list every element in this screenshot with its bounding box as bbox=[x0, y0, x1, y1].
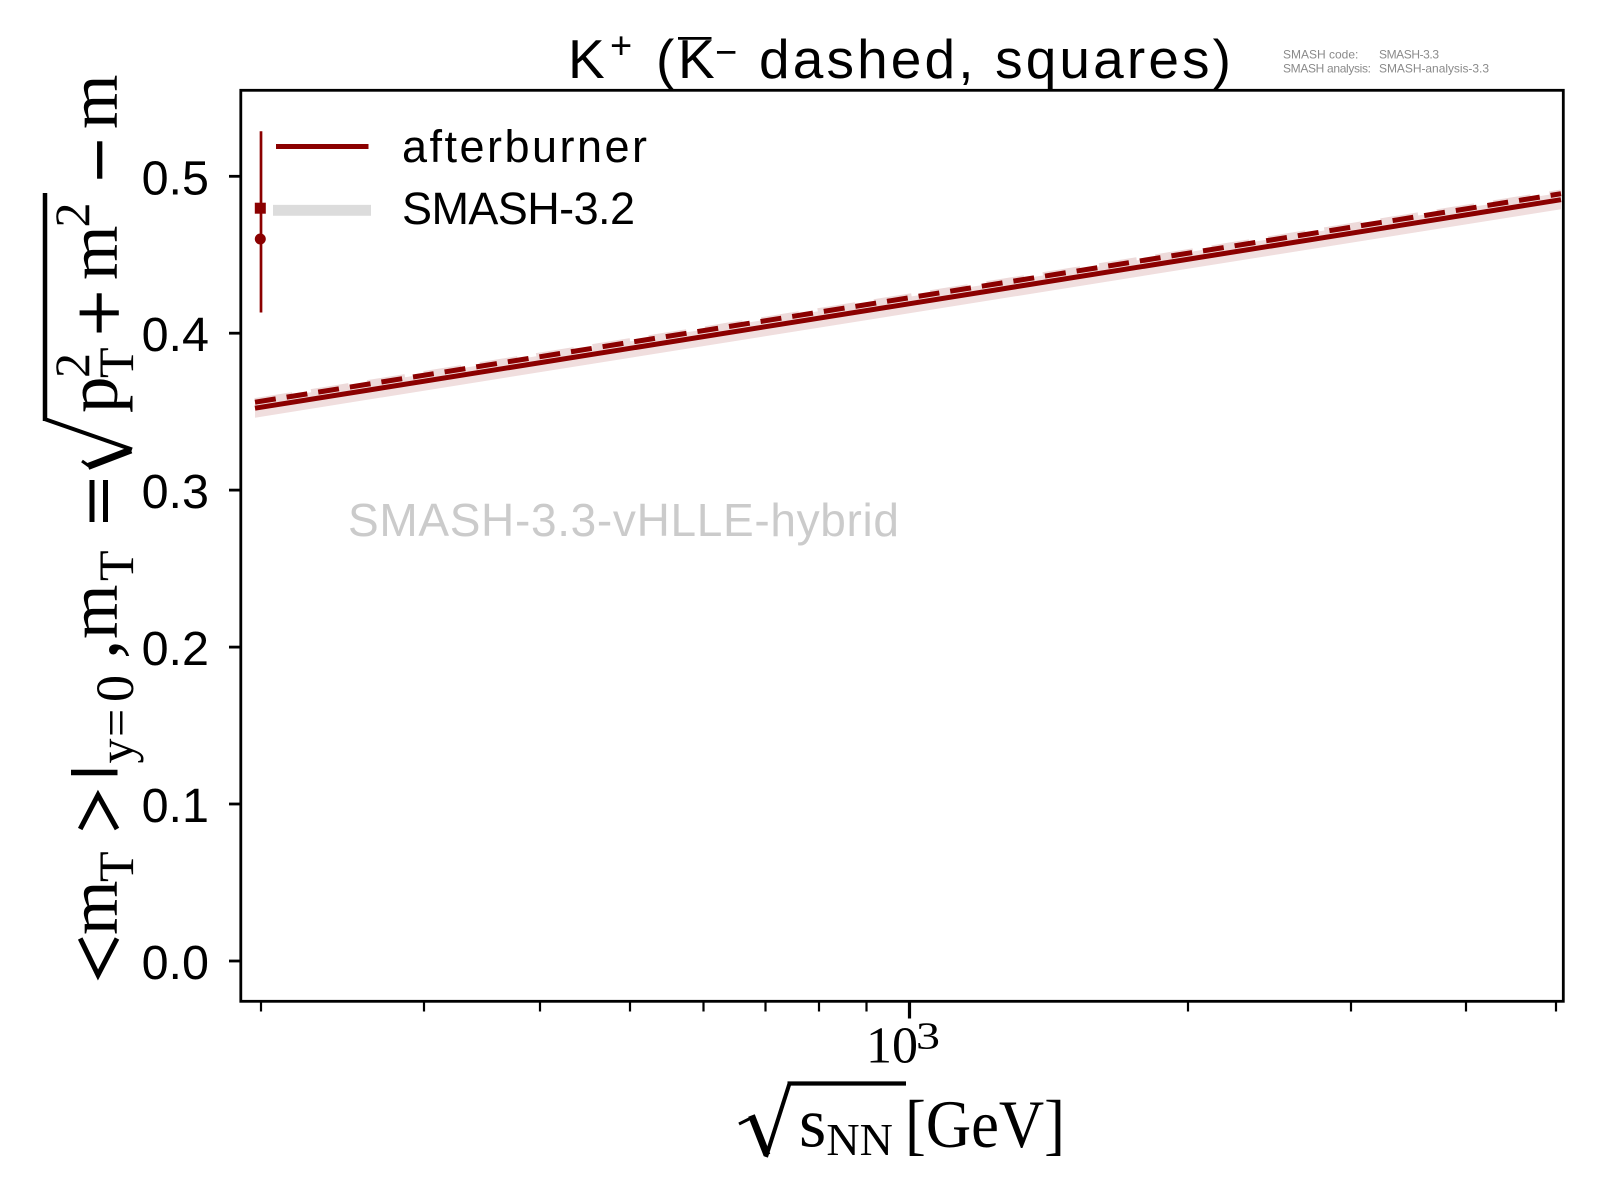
svg-text:T: T bbox=[88, 851, 144, 882]
svg-text:SMASH code:: SMASH code: bbox=[1283, 48, 1358, 62]
svg-text:afterburner: afterburner bbox=[402, 121, 647, 172]
svg-text:SMASH analysis:: SMASH analysis: bbox=[1283, 62, 1371, 76]
svg-text:m: m bbox=[56, 75, 133, 129]
svg-text:m: m bbox=[56, 881, 133, 935]
svg-text:0: 0 bbox=[85, 675, 145, 702]
svg-text:3: 3 bbox=[916, 1016, 940, 1058]
svg-text:0.2: 0.2 bbox=[142, 622, 209, 676]
svg-text:2: 2 bbox=[44, 203, 100, 228]
svg-text:=: = bbox=[88, 709, 144, 737]
svg-text:SMASH-analysis-3.3: SMASH-analysis-3.3 bbox=[1379, 62, 1489, 76]
svg-text:y: y bbox=[88, 739, 144, 764]
svg-text:K: K bbox=[568, 28, 605, 90]
svg-text:T: T bbox=[88, 347, 144, 378]
svg-text:s: s bbox=[799, 1086, 826, 1163]
svg-text:[GeV]: [GeV] bbox=[905, 1086, 1065, 1162]
svg-text:−: − bbox=[715, 32, 737, 74]
svg-text:0.0: 0.0 bbox=[142, 936, 209, 990]
svg-text:0.5: 0.5 bbox=[142, 151, 209, 205]
svg-text:SMASH-3.3: SMASH-3.3 bbox=[1379, 48, 1439, 62]
svg-text:0.4: 0.4 bbox=[142, 308, 209, 362]
svg-text:m: m bbox=[56, 226, 133, 280]
svg-text:0.1: 0.1 bbox=[142, 779, 209, 833]
svg-text:0.3: 0.3 bbox=[142, 465, 209, 519]
svg-text:T: T bbox=[88, 550, 144, 581]
svg-text:,: , bbox=[47, 640, 134, 660]
svg-text:m: m bbox=[56, 585, 133, 639]
svg-text:dashed, squares): dashed, squares) bbox=[759, 28, 1231, 90]
svg-text:SMASH-3.3-vHLLE-hybrid: SMASH-3.3-vHLLE-hybrid bbox=[348, 494, 899, 546]
svg-text:NN: NN bbox=[826, 1114, 892, 1165]
svg-text:10: 10 bbox=[866, 1018, 918, 1075]
svg-text:2: 2 bbox=[44, 353, 100, 378]
svg-text:p: p bbox=[52, 377, 133, 414]
svg-text:+: + bbox=[610, 26, 632, 68]
svg-text:SMASH-3.2: SMASH-3.2 bbox=[402, 183, 635, 234]
svg-text:(: ( bbox=[656, 28, 674, 90]
